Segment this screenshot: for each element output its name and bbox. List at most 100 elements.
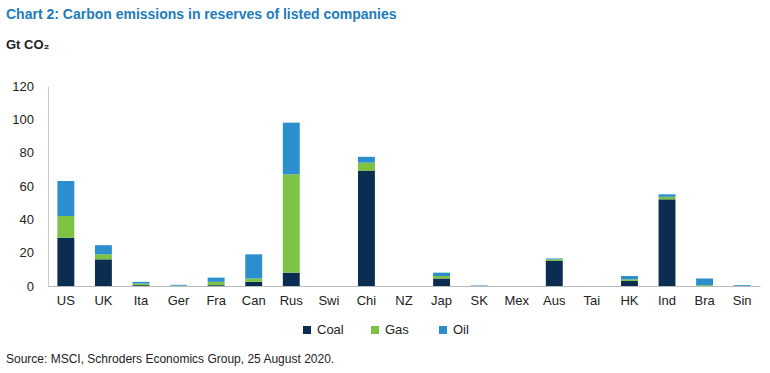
x-tick-label: Ind bbox=[658, 293, 676, 308]
x-tick: Tai bbox=[584, 286, 601, 308]
bar-segment bbox=[57, 216, 74, 238]
x-tick-label: NZ bbox=[395, 293, 412, 308]
x-tick: Ita bbox=[134, 286, 149, 308]
bar-segment bbox=[283, 123, 300, 175]
x-tick: UK bbox=[94, 286, 112, 308]
x-tick-label: UK bbox=[94, 293, 112, 308]
y-tick-label: 20 bbox=[20, 245, 34, 260]
bar-segment bbox=[696, 279, 713, 286]
bar-segment bbox=[95, 259, 112, 286]
x-tick-label: Jap bbox=[431, 293, 452, 308]
y-tick-label: 40 bbox=[20, 212, 34, 227]
bar-segment bbox=[583, 286, 600, 287]
legend-item: Coal bbox=[303, 322, 344, 337]
legend-label: Coal bbox=[317, 322, 344, 337]
x-tick: Chi bbox=[357, 286, 377, 308]
plot: 0 20 40 60 80 100 120 US UK Ita Ger Fra Can Rus Swi Chi… bbox=[12, 79, 760, 309]
chart: Chart 2: Carbon emissions in reserves of… bbox=[0, 0, 770, 373]
x-tick: Bra bbox=[694, 286, 715, 308]
bar-segment bbox=[471, 286, 488, 287]
bar-segment bbox=[358, 157, 375, 163]
bar-segment bbox=[358, 171, 375, 286]
x-tick: HK bbox=[620, 286, 638, 308]
y-tick: 40 bbox=[20, 212, 48, 227]
bar-segment bbox=[396, 286, 413, 287]
bars bbox=[57, 123, 750, 286]
x-tick-label: Swi bbox=[318, 293, 339, 308]
y-axis-line bbox=[48, 87, 49, 287]
bar-segment bbox=[508, 286, 525, 287]
bar-segment bbox=[659, 199, 676, 286]
bar-segment bbox=[433, 276, 450, 279]
legend: Coal Gas Oil bbox=[303, 322, 469, 337]
bar-segment bbox=[283, 273, 300, 286]
bar-segment bbox=[283, 174, 300, 272]
bar-segment bbox=[508, 286, 525, 287]
bar-segment bbox=[320, 286, 337, 287]
x-tick: Jap bbox=[431, 286, 452, 308]
x-tick-label: Tai bbox=[584, 293, 601, 308]
bar-segment bbox=[95, 245, 112, 254]
bar-segment bbox=[358, 163, 375, 171]
x-tick-label: Rus bbox=[280, 293, 304, 308]
bar-segment bbox=[621, 279, 638, 281]
bar-segment bbox=[57, 238, 74, 286]
x-tick-label: SK bbox=[470, 293, 488, 308]
y-tick: 20 bbox=[20, 245, 48, 260]
bar-segment bbox=[621, 281, 638, 286]
y-tick-label: 100 bbox=[12, 112, 34, 127]
bar-segment bbox=[245, 254, 262, 278]
legend-swatch bbox=[439, 326, 447, 334]
bar-segment bbox=[133, 282, 150, 284]
y-tick: 120 bbox=[12, 79, 48, 94]
bar-segment bbox=[245, 279, 262, 282]
bar-segment bbox=[583, 286, 600, 287]
bar-segment bbox=[546, 259, 563, 261]
bar-segment bbox=[734, 285, 751, 286]
bar-segment bbox=[471, 286, 488, 287]
x-tick: Ger bbox=[168, 286, 190, 308]
series bbox=[57, 163, 713, 286]
bar-segment bbox=[583, 286, 600, 287]
bar-segment bbox=[471, 285, 488, 286]
legend-item: Oil bbox=[439, 322, 469, 337]
x-tick: Swi bbox=[318, 286, 339, 308]
x-tick-label: Can bbox=[242, 293, 266, 308]
x-tick: Ind bbox=[658, 286, 676, 308]
bar-segment bbox=[170, 284, 187, 286]
x-axis: USUKItaGerFraCanRusSwiChiNZJapSKMexAusTa… bbox=[49, 286, 761, 308]
y-tick: 0 bbox=[27, 279, 48, 294]
bar-segment bbox=[57, 181, 74, 216]
x-tick: US bbox=[57, 286, 75, 308]
bar-segment bbox=[208, 278, 225, 282]
bar-segment bbox=[734, 286, 751, 287]
x-tick: Aus bbox=[543, 286, 566, 308]
bar-segment bbox=[433, 279, 450, 287]
bar-segment bbox=[95, 254, 112, 259]
x-tick-label: Sin bbox=[733, 293, 752, 308]
bar-segment bbox=[245, 282, 262, 286]
bar-segment bbox=[546, 258, 563, 260]
x-tick: Sin bbox=[733, 286, 752, 308]
x-tick-label: Chi bbox=[357, 293, 377, 308]
y-tick-label: 80 bbox=[20, 145, 34, 160]
x-tick-label: Ger bbox=[168, 293, 190, 308]
x-tick: NZ bbox=[395, 286, 412, 308]
bar-segment bbox=[433, 273, 450, 276]
x-tick-label: US bbox=[57, 293, 75, 308]
bar-segment bbox=[320, 286, 337, 287]
legend-swatch bbox=[371, 326, 379, 334]
x-tick: Can bbox=[242, 286, 266, 308]
bar-segment bbox=[170, 285, 187, 286]
bar-segment bbox=[396, 286, 413, 287]
x-tick-label: Bra bbox=[694, 293, 715, 308]
series bbox=[57, 123, 750, 286]
bar-segment bbox=[659, 197, 676, 200]
bar-segment bbox=[170, 286, 187, 287]
x-tick-label: Fra bbox=[206, 293, 226, 308]
y-tick: 60 bbox=[20, 179, 48, 194]
legend-label: Gas bbox=[385, 322, 409, 337]
y-tick-label: 120 bbox=[12, 79, 34, 94]
x-tick-label: Ita bbox=[134, 293, 149, 308]
y-tick-label: 60 bbox=[20, 179, 34, 194]
